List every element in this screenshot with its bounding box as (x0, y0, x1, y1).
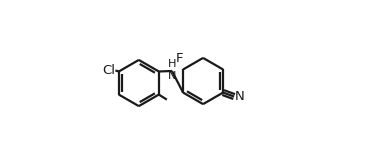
Text: Cl: Cl (102, 64, 115, 77)
Text: N: N (168, 71, 176, 81)
Text: F: F (176, 52, 183, 65)
Text: H: H (168, 59, 176, 69)
Text: N: N (235, 90, 245, 103)
